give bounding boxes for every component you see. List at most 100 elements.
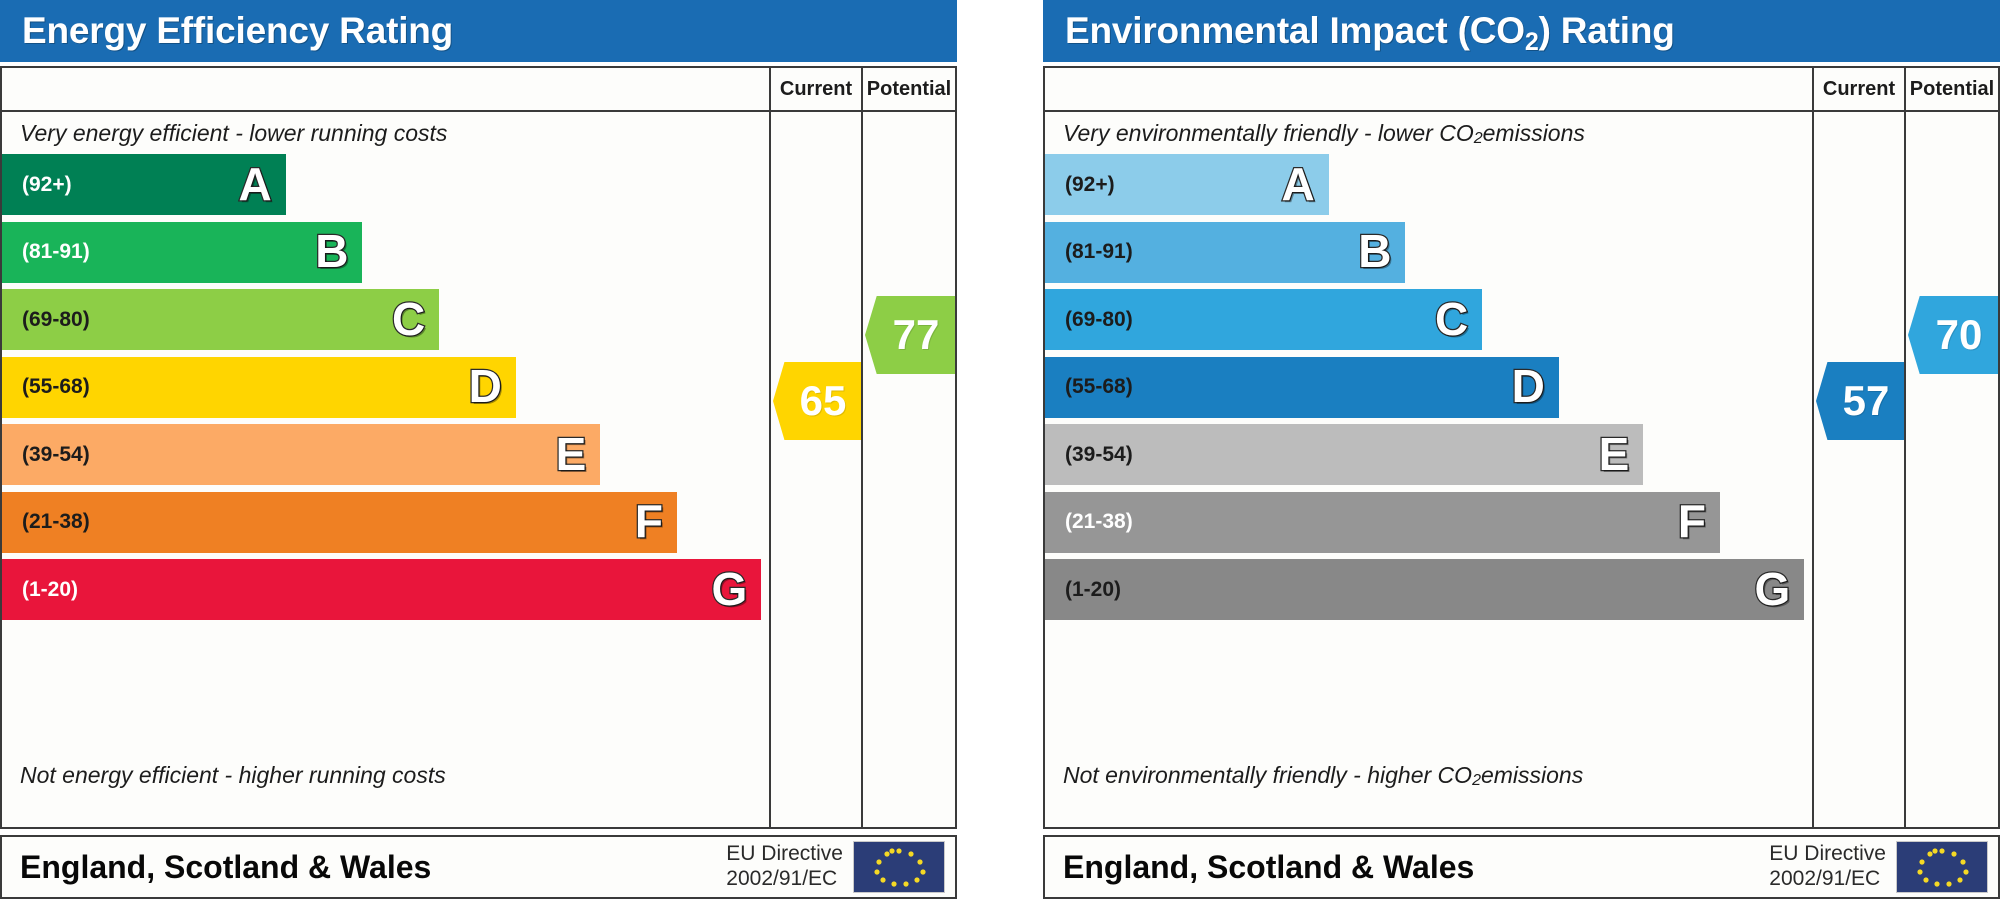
potential-rating-value-2: 70	[1935, 311, 1983, 358]
band-bar-b: (81-91) B	[2, 221, 363, 283]
bottom-caption: Not energy efficient - higher running co…	[20, 761, 446, 788]
eu-directive-text: EU Directive 2002/91/EC	[726, 842, 843, 892]
band-letter-d: D	[467, 360, 503, 413]
environmental-impact-title-bar: Environmental Impact (CO2) Rating	[1043, 0, 2000, 62]
band-row-b-2: (81-91) B	[1045, 221, 1812, 290]
potential-rating-badge: 77	[865, 296, 955, 374]
current-rating-badge-2: 57	[1816, 362, 1904, 440]
eu-directive-block-2: EU Directive 2002/91/EC	[1769, 841, 1988, 893]
page-title: Energy Efficiency Rating	[22, 10, 454, 51]
bands-column-header-2	[1045, 68, 1812, 112]
eu-directive-line1-2: EU Directive	[1769, 842, 1886, 866]
band-letter-d-2: D	[1510, 360, 1546, 413]
band-range-e-2: (39-54)	[1065, 442, 1133, 466]
band-row-a: (92+) A	[2, 154, 769, 222]
band-range-b: (81-91)	[22, 240, 90, 263]
band-bar-g-2: (1-20) G	[1045, 559, 1805, 620]
energy-efficiency-title-bar: Energy Efficiency Rating	[0, 0, 957, 62]
band-bars-2: (92+) A (81-91) B (69-	[1045, 154, 1812, 754]
current-rating-value-2: 57	[1842, 377, 1890, 424]
band-range-a: (92+)	[22, 172, 72, 196]
band-row-g-2: (1-20) G	[1045, 559, 1812, 627]
band-bar-e-2: (39-54) E	[1045, 424, 1644, 485]
band-letter-g: G	[710, 562, 748, 615]
eu-flag-icon-2	[1896, 841, 1988, 893]
band-letter-b-2: B	[1357, 225, 1393, 278]
bands-column-2: Very environmentally friendly - lower CO…	[1045, 68, 1812, 827]
band-bar-b-2: (81-91) B	[1045, 221, 1406, 283]
band-row-e: (39-54) E	[2, 424, 769, 492]
band-range-d-2: (55-68)	[1065, 375, 1133, 398]
band-row-e-2: (39-54) E	[1045, 424, 1812, 492]
band-row-b: (81-91) B	[2, 221, 769, 290]
bands-column-body: Very energy efficient - lower running co…	[2, 112, 769, 827]
potential-column-body-2: 70	[1906, 112, 1998, 827]
eu-directive-line2-2: 2002/91/EC	[1769, 867, 1881, 890]
band-letter-g-2: G	[1753, 562, 1791, 615]
band-row-c: (69-80) C	[2, 289, 769, 357]
band-row-d-2: (55-68) D	[1045, 356, 1812, 425]
bands-column-header	[2, 68, 769, 112]
eu-directive-text-2: EU Directive 2002/91/EC	[1769, 842, 1886, 892]
environmental-impact-table: Very environmentally friendly - lower CO…	[1043, 66, 2000, 829]
band-bar-d: (55-68) D	[2, 356, 516, 418]
bands-column: Very energy efficient - lower running co…	[2, 68, 769, 827]
eu-directive-line1: EU Directive	[726, 842, 843, 866]
band-letter-a-2: A	[1280, 157, 1316, 210]
region-label: England, Scotland & Wales	[20, 848, 432, 885]
band-range-b-2: (81-91)	[1065, 240, 1133, 263]
top-caption-2: Very environmentally friendly - lower CO…	[1063, 119, 1585, 148]
potential-column-header: Potential	[863, 68, 955, 112]
band-row-a-2: (92+) A	[1045, 154, 1812, 222]
environmental-impact-footer: England, Scotland & Wales EU Directive 2…	[1043, 835, 2000, 899]
region-label-2: England, Scotland & Wales	[1063, 848, 1475, 885]
band-letter-f: F	[634, 495, 665, 548]
band-letter-e: E	[554, 427, 587, 480]
eu-flag-icon	[853, 841, 945, 893]
current-rating-badge: 65	[773, 362, 861, 440]
band-range-g-2: (1-20)	[1065, 577, 1122, 601]
band-letter-a: A	[237, 157, 273, 210]
bands-column-body-2: Very environmentally friendly - lower CO…	[1045, 112, 1812, 827]
current-rating-value: 65	[799, 377, 847, 424]
band-letter-b: B	[314, 225, 350, 278]
current-column-header-2: Current	[1814, 68, 1904, 112]
energy-efficiency-chart: Energy Efficiency Rating Very energy eff…	[0, 0, 957, 899]
band-range-f-2: (21-38)	[1065, 510, 1133, 533]
band-range-f: (21-38)	[22, 510, 90, 533]
band-row-d: (55-68) D	[2, 356, 769, 425]
band-range-a-2: (92+)	[1065, 172, 1115, 196]
top-caption: Very energy efficient - lower running co…	[20, 119, 448, 146]
band-bar-f-2: (21-38) F	[1045, 491, 1720, 553]
band-bar-a: (92+) A	[2, 154, 286, 215]
potential-column: Potential 77	[861, 68, 955, 827]
band-bar-c: (69-80) C	[2, 289, 440, 350]
band-bar-d-2: (55-68) D	[1045, 356, 1559, 418]
band-bar-f: (21-38) F	[2, 491, 677, 553]
band-row-f-2: (21-38) F	[1045, 491, 1812, 560]
band-range-d: (55-68)	[22, 375, 90, 398]
eu-directive-block: EU Directive 2002/91/EC	[726, 841, 945, 893]
current-column-body: 65	[771, 112, 861, 827]
band-bar-g: (1-20) G	[2, 559, 762, 620]
band-range-e: (39-54)	[22, 442, 90, 466]
band-bar-a-2: (92+) A	[1045, 154, 1329, 215]
potential-column-2: Potential 70	[1904, 68, 1998, 827]
band-letter-f-2: F	[1677, 495, 1708, 548]
band-row-f: (21-38) F	[2, 491, 769, 560]
band-row-c-2: (69-80) C	[1045, 289, 1812, 357]
page-title-2: Environmental Impact (CO2) Rating	[1065, 10, 1675, 56]
band-letter-c-2: C	[1434, 292, 1470, 345]
potential-column-header-2: Potential	[1906, 68, 1998, 112]
current-column-header: Current	[771, 68, 861, 112]
potential-rating-value: 77	[892, 311, 940, 358]
band-bars: (92+) A (81-91) B (69-	[2, 154, 769, 754]
current-column: Current 65	[769, 68, 861, 827]
co2-subscript-bottom: 2	[1472, 772, 1481, 789]
bottom-caption-2: Not environmentally friendly - higher CO…	[1063, 761, 1584, 790]
band-row-g: (1-20) G	[2, 559, 769, 627]
potential-column-body: 77	[863, 112, 955, 827]
band-letter-c: C	[391, 292, 427, 345]
band-letter-e-2: E	[1597, 427, 1630, 480]
